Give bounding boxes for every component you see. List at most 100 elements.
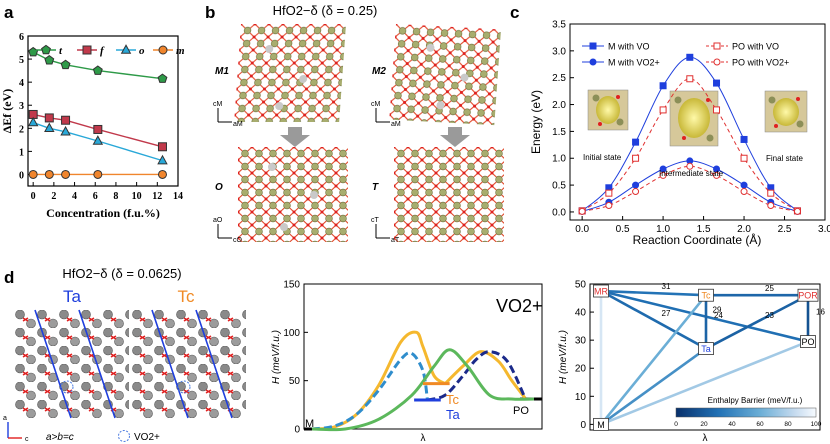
- data-point: [686, 53, 694, 61]
- panel-c-xlabel: Reaction Coordinate (Å): [633, 232, 762, 247]
- colorbar-tick-label: 80: [784, 421, 792, 428]
- x-tick-label: 8: [113, 191, 118, 202]
- x-tick-label: 12: [152, 191, 162, 202]
- node-box-Ta: [698, 342, 714, 355]
- structure-ta: [15, 309, 129, 419]
- data-point-t: [157, 73, 168, 83]
- axis-label: cT: [371, 217, 380, 224]
- node-box-POR: [797, 288, 819, 302]
- x-tick-label: 2.0: [737, 224, 751, 235]
- x-tick-label: 1.0: [656, 224, 670, 235]
- panel-d-mid-xlabel: λ: [421, 433, 426, 444]
- axis-label: aM: [391, 121, 401, 128]
- data-point-m: [44, 169, 54, 179]
- panel-d-right-xlabel: λ: [703, 433, 708, 444]
- data-point-o: [44, 122, 55, 133]
- y-tick-label: 4: [19, 78, 24, 89]
- edge-barrier-label: 16: [816, 307, 825, 316]
- inset-initial-state: [587, 89, 629, 131]
- data-point: [686, 162, 694, 170]
- data-point: [632, 188, 640, 196]
- colorbar-label: Enthalpy Barrier (meV/f.u.): [708, 396, 803, 405]
- data-point: [767, 189, 775, 197]
- data-point: [659, 106, 667, 114]
- structure-o: [238, 147, 348, 242]
- panel-b-structures: HfO2−δ (δ = 0.25) M1 M2 O T cM aM cM aM aO cO…: [213, 3, 504, 244]
- data-point-f: [157, 142, 167, 152]
- colorbar-tick-label: 0: [674, 421, 678, 428]
- panel-d-right-frame: [589, 283, 821, 431]
- panel-b-title: HfO2−δ (δ = 0.25): [273, 3, 378, 18]
- phase-label-tc: Tc: [446, 392, 460, 407]
- data-point: [740, 181, 748, 189]
- data-point: [632, 181, 640, 189]
- data-point: [605, 189, 613, 197]
- inset-final-state: [764, 90, 808, 133]
- node-box-MR: [593, 284, 609, 298]
- panel-d-title: HfO2−δ (δ = 0.0625): [62, 266, 181, 281]
- legend-marker: [589, 58, 597, 66]
- legend-label-m: m: [176, 45, 185, 57]
- colorbar-tick-label: 20: [700, 421, 708, 428]
- data-point-m: [61, 169, 71, 179]
- data-point: [740, 135, 748, 143]
- node-label-POR: POR: [798, 291, 818, 301]
- legend-label: PO with VO: [732, 42, 779, 52]
- label-m2: M2: [372, 66, 386, 77]
- node-box-M: [593, 417, 609, 431]
- data-point-o: [92, 135, 104, 145]
- x-tick-label: 0: [31, 191, 36, 202]
- data-point: [713, 171, 721, 179]
- x-tick-label: 4: [72, 191, 77, 202]
- y-tick-label: 0: [580, 420, 586, 431]
- y-tick-label: 50: [289, 376, 301, 387]
- transition-edge: [600, 289, 707, 297]
- legend-marker-m: [158, 45, 168, 55]
- data-point: [632, 138, 640, 146]
- label-t: T: [372, 182, 379, 193]
- y-tick-label: 10: [575, 392, 587, 403]
- label-o: O: [215, 182, 223, 193]
- colorbar-tick-label: 100: [811, 421, 822, 428]
- data-point-o: [157, 154, 168, 165]
- panel-a-frame: [27, 35, 179, 187]
- data-point-t: [60, 59, 71, 70]
- panel-a-ylabel: ΔEf (eV): [0, 89, 14, 134]
- panel-c-frame: [569, 23, 826, 221]
- x-tick-label: 10: [132, 191, 142, 202]
- node-label-Ta: Ta: [701, 344, 711, 354]
- panel-letter-d: d: [4, 268, 14, 287]
- legend-marker-o: [120, 44, 132, 54]
- data-point: [659, 171, 667, 179]
- y-tick-label: 0.5: [552, 181, 566, 192]
- series-line: [582, 165, 798, 212]
- edge-barrier-label: 24: [714, 311, 723, 320]
- y-tick-label: 0.0: [552, 207, 566, 218]
- data-point-f: [61, 115, 71, 125]
- annotation-initial-state: Initial state: [583, 153, 622, 162]
- panel-letter-c: c: [510, 3, 519, 22]
- data-point: [740, 188, 748, 196]
- y-tick-label: 50: [575, 280, 587, 291]
- node-box-Tc: [698, 288, 714, 302]
- axis-label: aM: [233, 121, 243, 128]
- panel-d-mid-frame: [303, 283, 543, 430]
- data-point-t: [28, 46, 39, 57]
- inset-intermediate-state: [669, 90, 719, 147]
- data-point-t: [92, 65, 103, 75]
- y-tick-label: 3.5: [552, 20, 566, 31]
- colorbar: [675, 407, 817, 418]
- data-point: [605, 202, 613, 210]
- arrow-down-icon: [440, 127, 470, 147]
- y-tick-label: 1: [19, 147, 24, 158]
- data-point: [713, 79, 721, 87]
- y-tick-label: 30: [575, 336, 587, 347]
- end-label-po: PO: [513, 405, 529, 417]
- legend-label: M with VO2+: [608, 58, 660, 68]
- data-point-m: [157, 169, 167, 179]
- y-tick-label: 150: [283, 280, 300, 291]
- x-tick-label: 2.5: [778, 224, 792, 235]
- data-point: [686, 75, 694, 83]
- data-point: [713, 106, 721, 114]
- data-point: [793, 207, 801, 215]
